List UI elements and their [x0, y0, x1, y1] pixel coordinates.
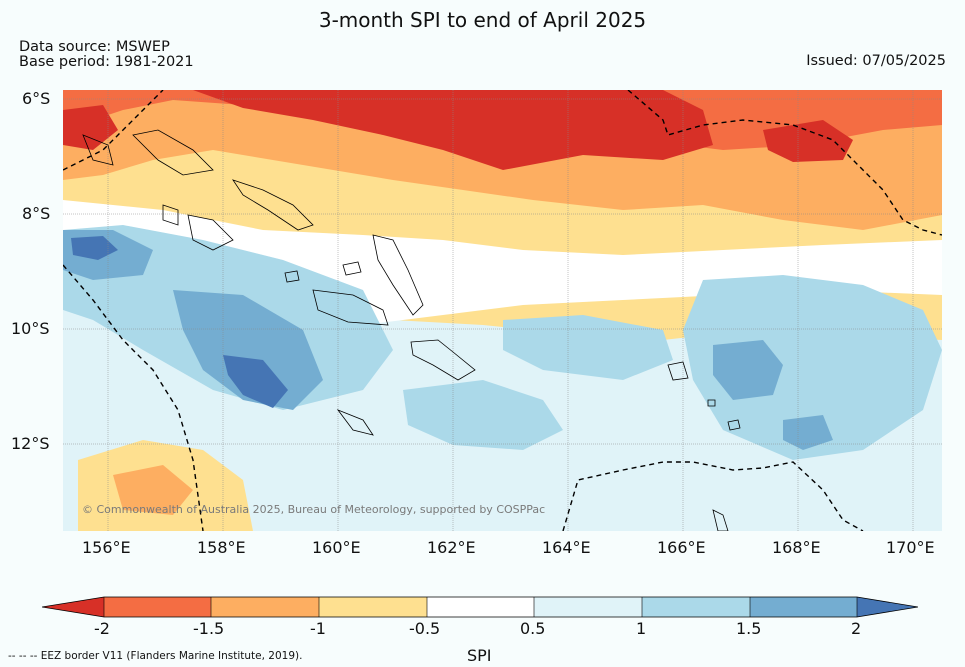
- colorbar-tick-2: 2: [851, 619, 862, 638]
- colorbar-bin-5: [534, 597, 642, 617]
- colorbar-tick-1: 1: [636, 619, 647, 638]
- spi-colorbar: [42, 596, 918, 618]
- lon-label-164e: 164°E: [542, 538, 591, 557]
- lon-label-166e: 166°E: [657, 538, 706, 557]
- lon-label-162e: 162°E: [427, 538, 476, 557]
- colorbar-tick--1: -1: [310, 619, 326, 638]
- colorbar-bin-2: [211, 597, 319, 617]
- colorbar-tick--1.5: -1.5: [193, 619, 225, 638]
- colorbar-title: SPI: [467, 646, 492, 665]
- lat-label-8s: 8°S: [22, 204, 51, 223]
- colorbar-tick-1.5: 1.5: [736, 619, 762, 638]
- lon-label-156e: 156°E: [82, 538, 131, 557]
- colorbar-tick-0.5: 0.5: [520, 619, 546, 638]
- map-title: 3-month SPI to end of April 2025: [318, 8, 647, 32]
- coastlines: [82, 129, 741, 531]
- colorbar-bin-1: [104, 597, 211, 617]
- lat-label-6s: 6°S: [22, 89, 51, 108]
- eez-borders: [63, 90, 942, 531]
- colorbar-bin-7: [750, 597, 857, 617]
- colorbar-bin-6: [642, 597, 750, 617]
- lon-label-168e: 168°E: [772, 538, 821, 557]
- lat-label-10s: 10°S: [11, 319, 50, 338]
- colorbar-low-extend: [42, 597, 104, 617]
- colorbar-tick--2: -2: [94, 619, 110, 638]
- lat-label-12s: 12°S: [11, 434, 50, 453]
- spi-map: [63, 90, 942, 531]
- colorbar-tick--0.5: -0.5: [409, 619, 441, 638]
- lon-label-158e: 158°E: [197, 538, 246, 557]
- lon-label-160e: 160°E: [312, 538, 361, 557]
- base-period: Base period: 1981-2021: [19, 54, 194, 70]
- data-source: Data source: MSWEP: [19, 39, 170, 55]
- issued-date: Issued: 07/05/2025: [806, 53, 946, 69]
- spi-contours: [63, 90, 942, 531]
- colorbar-high-extend: [857, 597, 918, 617]
- eez-legend-note: -- -- -- EEZ border V11 (Flanders Marine…: [8, 650, 303, 662]
- colorbar-bin-4: [427, 597, 534, 617]
- map-credit: © Commonwealth of Australia 2025, Bureau…: [82, 503, 546, 516]
- colorbar-bin-3: [319, 597, 427, 617]
- lon-label-170e: 170°E: [886, 538, 935, 557]
- graticule: [63, 90, 942, 531]
